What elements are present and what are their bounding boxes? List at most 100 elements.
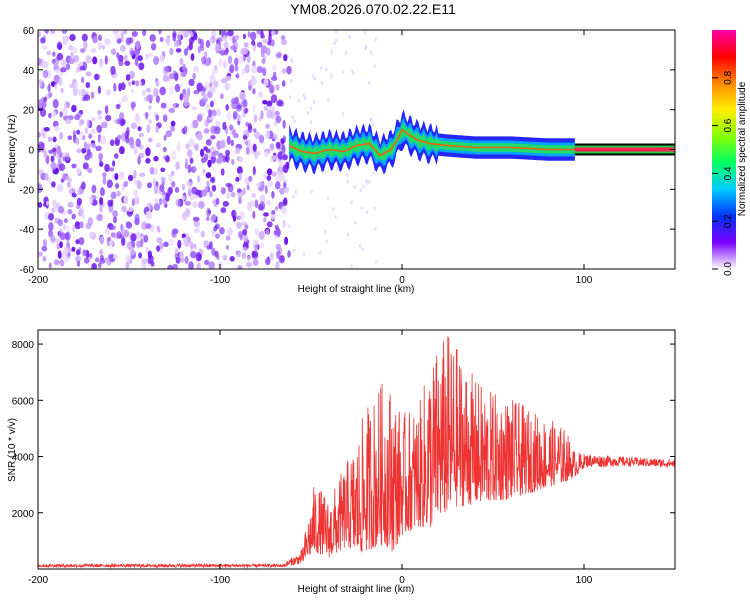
faint-speck	[290, 57, 293, 62]
noise-speck	[71, 104, 77, 113]
faint-speck	[335, 167, 339, 172]
noise-speck	[76, 197, 82, 206]
noise-speck	[167, 264, 174, 269]
noise-speck	[286, 65, 292, 75]
x-tick-label: -100	[210, 575, 230, 586]
noise-speck	[155, 80, 160, 87]
noise-speck	[99, 161, 104, 168]
noise-speck	[71, 163, 77, 169]
noise-speck	[51, 181, 56, 188]
noise-speck	[42, 45, 48, 50]
noise-speck	[219, 30, 226, 35]
noise-speck	[210, 125, 217, 135]
faint-speck	[309, 120, 313, 125]
faint-speck	[346, 172, 349, 177]
noise-speck	[153, 155, 159, 162]
noise-speck	[135, 80, 139, 87]
noise-speck	[278, 161, 284, 167]
noise-speck	[252, 258, 259, 266]
noise-speck	[225, 182, 232, 188]
noise-speck	[43, 150, 48, 159]
noise-speck	[83, 40, 88, 50]
noise-speck	[62, 36, 68, 46]
noise-speck	[234, 65, 239, 72]
colorbar-tick-label: 0.8	[723, 70, 734, 84]
noise-speck	[59, 241, 63, 249]
noise-speck	[176, 142, 181, 152]
noise-speck	[42, 69, 49, 79]
noise-speck	[184, 200, 192, 206]
noise-speck	[65, 63, 71, 70]
faint-speck	[326, 196, 330, 201]
noise-speck	[206, 91, 213, 99]
noise-speck	[211, 151, 216, 158]
noise-speck	[226, 111, 232, 121]
noise-speck	[120, 32, 124, 42]
noise-speck	[210, 135, 216, 140]
faint-speck	[325, 239, 328, 244]
snr-frame	[37, 329, 676, 570]
noise-speck	[114, 173, 119, 181]
noise-speck	[242, 187, 246, 196]
noise-speck	[63, 102, 67, 112]
noise-speck	[105, 114, 112, 122]
noise-speck	[245, 146, 250, 155]
noise-speck	[219, 139, 226, 149]
y-tick-label: 20	[23, 106, 35, 117]
noise-speck	[252, 46, 256, 52]
noise-speck	[205, 216, 210, 222]
noise-speck	[259, 194, 266, 204]
noise-speck	[247, 255, 251, 263]
noise-speck	[87, 148, 91, 157]
noise-speck	[76, 148, 82, 154]
noise-speck	[38, 152, 41, 157]
noise-speck	[158, 198, 163, 205]
noise-speck	[175, 256, 181, 264]
noise-speck	[181, 183, 186, 191]
noise-speck	[215, 120, 221, 127]
noise-speck	[237, 231, 243, 238]
faint-speck	[309, 106, 313, 111]
noise-speck	[215, 233, 220, 239]
noise-speck	[120, 44, 126, 53]
noise-speck	[133, 48, 141, 55]
noise-speck	[273, 229, 279, 236]
noise-speck	[201, 56, 207, 65]
noise-speck	[226, 192, 231, 200]
noise-speck	[182, 236, 189, 246]
noise-speck	[133, 189, 138, 197]
noise-speck	[196, 175, 201, 183]
noise-speck	[179, 93, 184, 101]
noise-speck	[92, 56, 98, 65]
noise-speck	[262, 67, 267, 77]
noise-speck	[190, 32, 194, 37]
noise-speck	[147, 94, 154, 100]
noise-speck	[248, 137, 252, 148]
noise-speck	[98, 34, 102, 41]
noise-speck	[236, 251, 241, 258]
faint-speck	[362, 184, 365, 189]
noise-speck	[173, 39, 180, 48]
noise-speck	[66, 241, 71, 249]
noise-speck	[265, 129, 271, 139]
noise-speck	[154, 198, 159, 204]
noise-speck	[99, 254, 104, 261]
colorbar-tick-label: 0.0	[723, 262, 734, 276]
noise-speck	[137, 55, 143, 62]
x-tick-label: -200	[28, 575, 48, 586]
noise-speck	[277, 171, 282, 177]
noise-speck	[177, 239, 182, 249]
noise-speck	[224, 82, 231, 91]
faint-speck	[372, 170, 375, 175]
colorbar-ticks: 0.0 0.2 0.4 0.6 0.8	[712, 70, 734, 276]
noise-speck	[105, 89, 112, 96]
noise-speck	[63, 218, 68, 224]
noise-speck	[210, 154, 216, 164]
x-tick-label: 100	[576, 275, 593, 286]
noise-speck	[138, 62, 145, 71]
noise-speck	[247, 31, 251, 38]
noise-speck	[236, 188, 242, 193]
noise-speck	[206, 207, 211, 217]
noise-speck	[72, 224, 76, 233]
noise-speck	[52, 136, 57, 143]
